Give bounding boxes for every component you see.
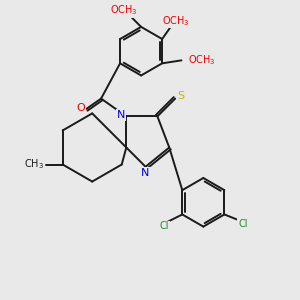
Text: OCH$_3$: OCH$_3$ [188, 53, 216, 67]
Text: CH$_3$: CH$_3$ [24, 158, 44, 171]
Text: N: N [117, 110, 125, 120]
Text: O: O [76, 103, 85, 113]
Text: OCH$_3$: OCH$_3$ [110, 3, 138, 17]
Text: Cl: Cl [160, 221, 169, 231]
Text: N: N [141, 168, 150, 178]
Text: S: S [178, 91, 185, 100]
Text: OCH$_3$: OCH$_3$ [162, 14, 190, 28]
Text: Cl: Cl [238, 219, 247, 229]
